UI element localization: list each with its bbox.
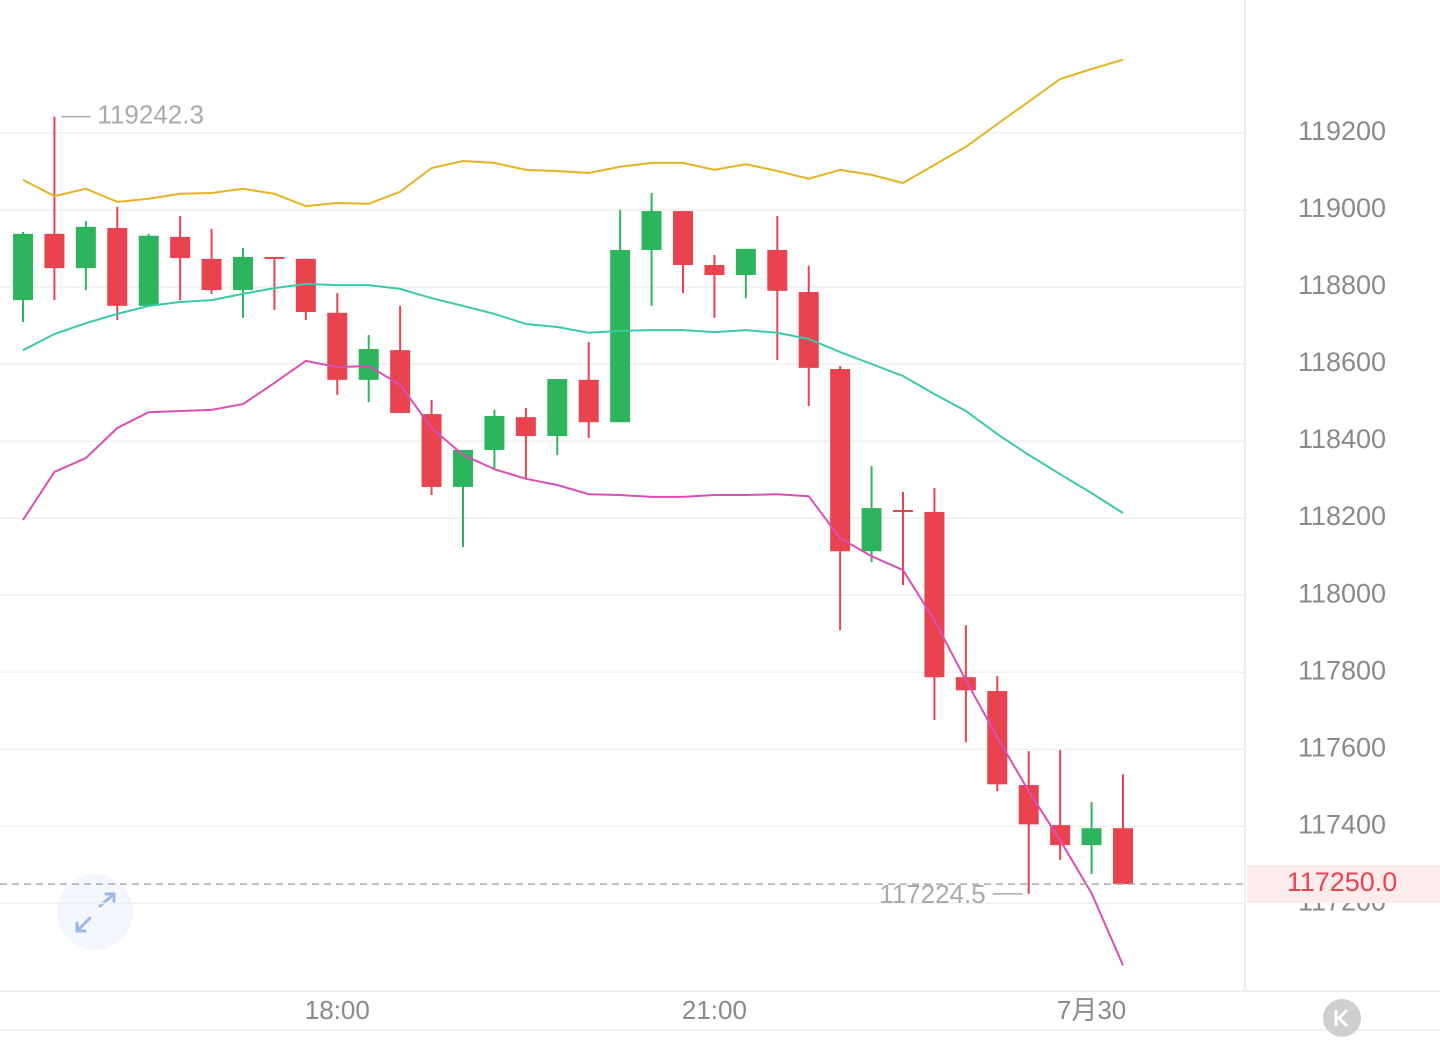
candle-body (641, 211, 662, 251)
y-tick-label: 118400 (1298, 424, 1386, 454)
x-tick-label: 18:00 (305, 995, 370, 1025)
candle-body (453, 449, 473, 487)
max-marker-label: 119242.3 (97, 99, 204, 129)
y-tick-label: 118200 (1298, 501, 1386, 531)
candle-body (1081, 828, 1102, 846)
x-tick-label: 7月30 (1057, 995, 1126, 1025)
candle-body (107, 228, 128, 306)
candle-body (201, 258, 222, 291)
candle-body (75, 226, 96, 269)
expand-icon (75, 892, 116, 933)
candle-body (421, 414, 442, 487)
band-line (22, 282, 1124, 514)
y-tick-label: 117400 (1298, 809, 1386, 839)
candle-body (704, 265, 725, 276)
y-tick-label: 118800 (1298, 270, 1386, 300)
candle-body (673, 211, 693, 266)
y-tick-label: 119000 (1298, 193, 1386, 223)
candle-body (358, 349, 379, 380)
candle-body (610, 250, 631, 423)
candle-body (955, 677, 976, 691)
k-button[interactable] (1323, 999, 1361, 1037)
candle-body (798, 291, 819, 368)
candle-body (13, 233, 33, 301)
candle-body (893, 510, 913, 513)
y-tick-label: 118000 (1298, 578, 1386, 608)
candle-body (390, 350, 411, 413)
candle-body (1113, 828, 1133, 885)
band-line (22, 58, 1124, 208)
candle-body (515, 417, 536, 437)
candle-body (295, 258, 316, 313)
last-price-label: 117250.0 (1287, 867, 1398, 897)
expand-button[interactable] (57, 874, 133, 950)
candle-body (1050, 825, 1071, 846)
candles (13, 116, 1133, 894)
y-tick-label: 117800 (1298, 655, 1386, 685)
candle-body (861, 508, 882, 552)
x-tick-label: 21:00 (682, 995, 747, 1025)
candle-body (44, 233, 65, 269)
candle-body (924, 511, 945, 678)
k-button-bg (1323, 999, 1361, 1037)
candle-body (327, 312, 348, 380)
candle-body (735, 248, 756, 276)
k-icon (1334, 1008, 1349, 1028)
candle-body (547, 379, 568, 437)
expand-bg (57, 874, 133, 950)
candle-body (578, 379, 599, 423)
candle-body (233, 256, 253, 291)
candle-body (170, 236, 191, 259)
candle-body (264, 256, 285, 259)
candle-body (1018, 785, 1039, 825)
min-marker-label: 117224.5 (879, 879, 986, 909)
candle-body (767, 250, 788, 291)
y-tick-label: 118600 (1298, 347, 1386, 377)
y-tick-label: 117600 (1298, 732, 1386, 762)
y-tick-label: 119200 (1298, 116, 1386, 146)
band-line (22, 359, 1124, 966)
candle-body (484, 416, 505, 450)
candle-body (138, 235, 159, 306)
last-price-bg (1247, 865, 1440, 904)
candle-body (830, 369, 851, 552)
